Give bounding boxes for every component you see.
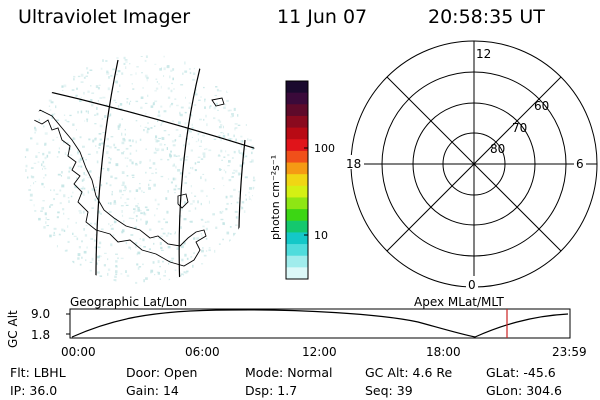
colorbar-tick-100: 100 bbox=[314, 142, 335, 155]
colorbar-band bbox=[286, 127, 308, 140]
colorbar-unit-label: photon cm⁻²s⁻¹ bbox=[269, 155, 282, 240]
footer-ip: IP: 36.0 bbox=[10, 383, 58, 398]
mlt-label-0: 0 bbox=[468, 278, 476, 292]
longitude-line bbox=[95, 59, 119, 284]
apex-panel-title: Apex MLat/MLT bbox=[414, 295, 504, 309]
colorbar-band bbox=[286, 197, 308, 210]
orbit-ylabel: GC Alt bbox=[6, 310, 20, 348]
orbit-xtick: 06:00 bbox=[185, 345, 220, 359]
orbit-ytick-low: 1.8 bbox=[31, 328, 50, 342]
colorbar-band bbox=[286, 150, 308, 164]
footer-mode: Mode: Normal bbox=[245, 365, 333, 380]
coastline bbox=[29, 109, 207, 267]
orbit-xtick: 12:00 bbox=[302, 345, 337, 359]
colorbar-band bbox=[286, 255, 308, 268]
colorbar-tick-10: 10 bbox=[314, 229, 328, 242]
island-outline bbox=[211, 97, 225, 107]
mlat-label-60: 60 bbox=[534, 99, 549, 113]
polar-grid bbox=[350, 40, 598, 288]
footer-glat: GLat: -45.6 bbox=[486, 365, 556, 380]
colorbar-band bbox=[286, 220, 308, 233]
colorbar-band bbox=[286, 209, 308, 222]
colorbar-band bbox=[286, 139, 308, 152]
time-label: 20:58:35 UT bbox=[428, 6, 545, 28]
orbit-xtick: 18:00 bbox=[426, 345, 461, 359]
colorbar-band bbox=[286, 267, 308, 280]
footer-seq: Seq: 39 bbox=[365, 383, 413, 398]
footer-filter: Flt: LBHL bbox=[10, 365, 66, 380]
colorbar-band bbox=[286, 185, 308, 198]
geographic-panel-title: Geographic Lat/Lon bbox=[70, 295, 188, 309]
colorbar-band bbox=[286, 115, 308, 129]
colorbar-band bbox=[286, 162, 308, 175]
mlt-label-12: 12 bbox=[476, 47, 491, 61]
footer-dsp: Dsp: 1.7 bbox=[245, 383, 298, 398]
color-bar: 100 10 photon cm⁻²s⁻¹ bbox=[269, 80, 335, 280]
footer-glon: GLon: 304.6 bbox=[486, 383, 562, 398]
mlat-label-70: 70 bbox=[512, 121, 527, 135]
mlt-label-18: 18 bbox=[346, 157, 361, 171]
altitude-curve bbox=[71, 309, 569, 338]
colorbar-band bbox=[286, 104, 308, 117]
instrument-title: Ultraviolet Imager bbox=[18, 6, 191, 28]
footer-gain: Gain: 14 bbox=[126, 383, 179, 398]
colorbar-band bbox=[286, 81, 308, 94]
date-label: 11 Jun 07 bbox=[277, 6, 368, 28]
colorbar-band bbox=[286, 174, 308, 187]
mlat-label-80: 80 bbox=[490, 142, 505, 156]
footer-gc-alt: GC Alt: 4.6 Re bbox=[365, 365, 453, 380]
colorbar-band bbox=[286, 92, 308, 105]
geographic-map bbox=[24, 52, 256, 284]
colorbar-band bbox=[286, 244, 308, 257]
colorbar-band bbox=[286, 232, 308, 245]
island-outline bbox=[177, 193, 189, 209]
mlt-label-6: 6 bbox=[576, 157, 584, 171]
uv-emission-speckle bbox=[24, 55, 256, 284]
footer-door: Door: Open bbox=[126, 365, 198, 380]
longitude-line bbox=[178, 67, 201, 284]
orbit-altitude-plot: GC Alt 9.0 1.8 bbox=[6, 307, 571, 348]
orbit-xtick: 00:00 bbox=[61, 345, 96, 359]
orbit-ytick-high: 9.0 bbox=[31, 307, 50, 321]
orbit-xtick: 23:59 bbox=[552, 345, 587, 359]
